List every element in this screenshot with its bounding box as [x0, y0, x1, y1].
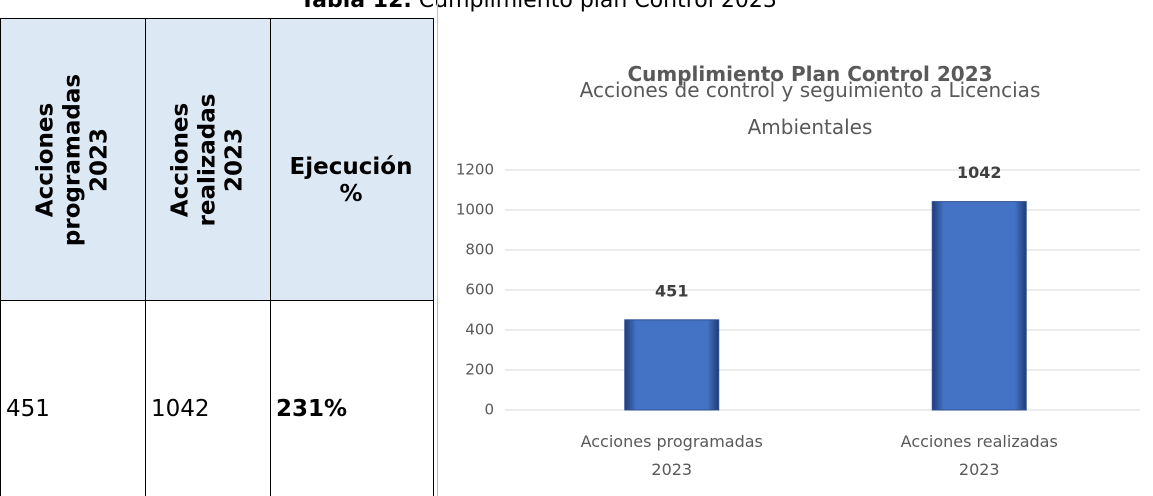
y-tick-label: 200	[465, 361, 494, 379]
cell-text: 451	[6, 396, 50, 422]
y-tick-label: 600	[465, 281, 494, 299]
header-cell: Ejecución %	[270, 18, 434, 301]
body-cell: 231%	[270, 300, 434, 496]
cell-text: 231%	[276, 396, 348, 422]
chart-title: Cumplimiento Plan Control 2023	[627, 62, 993, 86]
y-tick-label: 400	[465, 321, 494, 339]
caption-label: Tabla 12.	[300, 0, 412, 13]
chart-subtitle: Acciones de control y seguimiento a Lice…	[579, 78, 1041, 139]
y-tick-label: 800	[465, 241, 494, 259]
x-tick-label: Acciones realizadas 2023	[900, 432, 1058, 479]
bar	[931, 201, 1027, 411]
data-label: 451	[655, 281, 688, 300]
y-tick-label: 1200	[456, 161, 494, 179]
x-tick-label: Acciones programadas 2023	[580, 432, 763, 479]
data-label: 1042	[957, 163, 1002, 182]
caption: Tabla 12. Cumplimiento plan Control 2023	[300, 0, 777, 13]
bar	[624, 319, 720, 411]
cell-text: 1042	[151, 396, 210, 422]
header-cell: Acciones programadas 2023	[0, 18, 146, 301]
y-tick-label: 1000	[456, 201, 494, 219]
y-tick-label: 0	[484, 401, 494, 419]
header-text: Ejecución %	[289, 154, 413, 207]
caption-text: Cumplimiento plan Control 2023	[418, 0, 777, 13]
chart-frame	[437, 0, 1153, 496]
